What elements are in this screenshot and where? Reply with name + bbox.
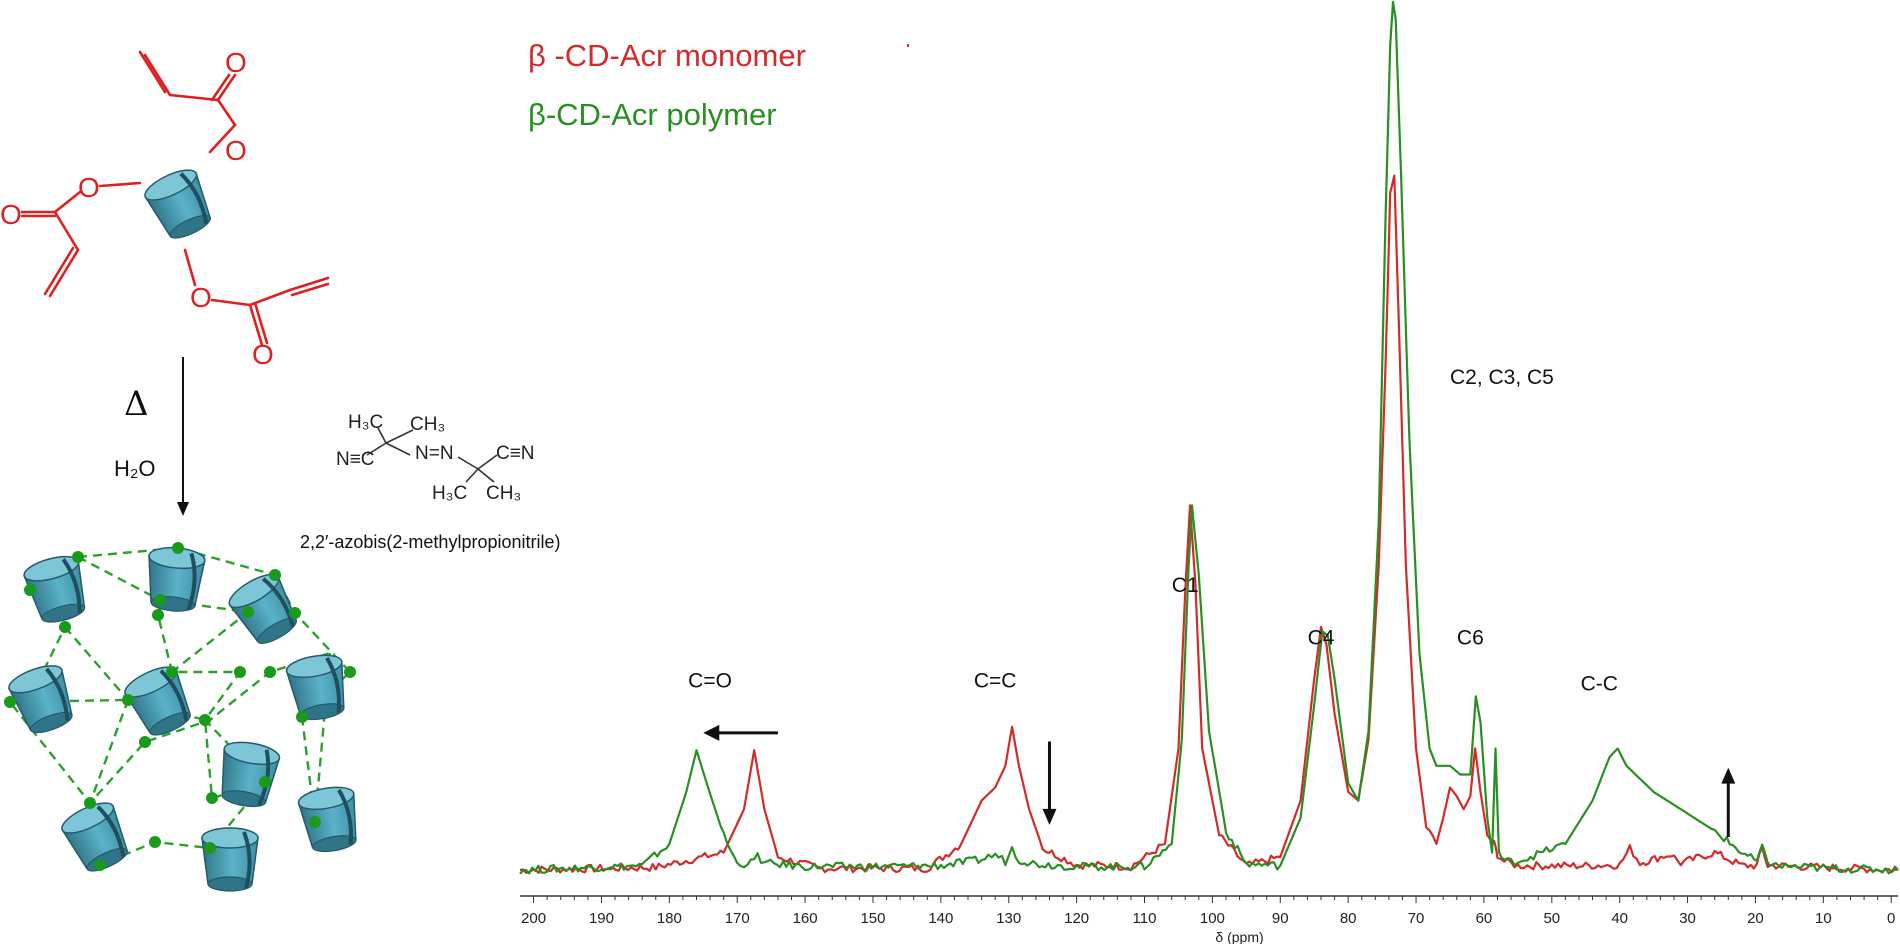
crosslink-node <box>4 696 16 708</box>
initiator-name: 2,2′-azobis(2-methylpropionitrile) <box>300 532 560 552</box>
x-tick-label: 150 <box>860 910 885 927</box>
crosslink-node <box>289 607 301 619</box>
x-tick-label: 70 <box>1408 910 1425 927</box>
crosslink-node <box>72 551 84 563</box>
x-tick-label: 90 <box>1272 910 1289 927</box>
peak-label: C6 <box>1457 626 1484 649</box>
peak-annotations: C=O C=C C1 C4 C2, C3, C5 C6 C-C <box>688 366 1618 695</box>
x-tick-label: 170 <box>725 910 750 927</box>
legend-entry: β-CD-Acr polymer <box>528 97 777 132</box>
polymer-network <box>3 542 365 893</box>
x-tick-label: 40 <box>1611 910 1628 927</box>
x-tick-label: 120 <box>1064 910 1089 927</box>
x-tick-label: 200 <box>521 910 546 927</box>
crosslink-node <box>264 666 276 678</box>
arrow-down-head <box>1042 808 1057 825</box>
monomer-structure <box>20 50 330 347</box>
x-tick-label: 190 <box>589 910 614 927</box>
crosslink-node <box>149 836 161 848</box>
series-line-polymer <box>519 0 1899 875</box>
crosslink-node <box>204 842 216 854</box>
oxygen-label: O <box>190 282 212 313</box>
x-axis: 200 190 180 170 160 150 140 130 120 110 100 90 80 70 6… <box>520 895 1898 944</box>
oxygen-label: O <box>252 339 274 370</box>
peak-label: C1 <box>1172 574 1199 597</box>
crosslink-node <box>242 606 254 618</box>
x-tick-label: 60 <box>1476 910 1493 927</box>
arrow-up-head <box>1721 767 1736 784</box>
peak-label: C4 <box>1308 626 1335 649</box>
nmr-spectrum-chart: 200 190 180 170 160 150 140 130 120 110 100 90 80 70 6… <box>519 0 1899 944</box>
cyclodextrin-icon <box>3 658 82 741</box>
crosslink-node <box>344 666 356 678</box>
oxygen-label: O <box>0 199 22 230</box>
initiator-methyl-br: CH₃ <box>486 483 521 504</box>
crosslink-node <box>166 666 178 678</box>
arrow-left-head <box>703 724 720 741</box>
x-tick-label: 100 <box>1200 910 1225 927</box>
x-axis-label: δ (ppm) <box>1215 929 1263 944</box>
x-tick-label: 110 <box>1133 910 1157 927</box>
crosslink-node <box>296 711 308 723</box>
cyclodextrin-icon <box>142 543 208 616</box>
crosslink-node <box>234 666 246 678</box>
x-tick-label: 140 <box>928 910 953 927</box>
cyclodextrin-icon <box>200 826 260 893</box>
oxygen-label: O <box>225 47 247 78</box>
x-tick-label: 180 <box>657 910 682 927</box>
x-tick-label: 0 <box>1887 910 1895 927</box>
spectrum-traces <box>519 0 1899 875</box>
reaction-arrow <box>177 357 189 516</box>
oxygen-labels: O O O O O O <box>0 47 274 370</box>
crosslink-node <box>259 776 271 788</box>
cyclodextrin-monomer-icon <box>139 162 221 247</box>
initiator-structure: H₃C CH₃ N≡C N=N C≡N H₃C CH₃ <box>336 412 535 504</box>
chart-legend: β -CD-Acr monomer β-CD-Acr polymer <box>528 38 909 132</box>
x-tick-label: 30 <box>1679 910 1696 927</box>
crosslink-node <box>206 792 218 804</box>
crosslink-node <box>122 694 134 706</box>
x-tick-label: 10 <box>1815 910 1832 927</box>
cyclodextrin-icon <box>294 781 365 858</box>
initiator-nitrile-left: N≡C <box>336 449 375 470</box>
solvent-label: H₂O <box>114 456 156 481</box>
legend-dot <box>907 44 909 47</box>
initiator-methyl-tl: H₃C <box>348 412 383 433</box>
crosslink-node <box>139 736 151 748</box>
crosslink-node <box>59 621 71 633</box>
initiator-methyl-bl: H₃C <box>432 483 467 504</box>
oxygen-label: O <box>78 172 100 203</box>
cyclodextrin-icon <box>213 736 284 813</box>
legend-entry: β -CD-Acr monomer <box>528 38 806 73</box>
x-tick-label: 130 <box>996 910 1021 927</box>
peak-label: C=O <box>688 670 732 693</box>
x-tick-label: 160 <box>793 910 818 927</box>
crosslink-node <box>84 797 96 809</box>
peak-label: C-C <box>1581 672 1618 695</box>
cyclodextrin-icon <box>282 649 353 726</box>
trend-arrows <box>703 724 1736 838</box>
crosslink-node <box>24 584 36 596</box>
x-tick-label: 50 <box>1543 910 1560 927</box>
heat-symbol: Δ <box>124 384 149 424</box>
initiator-azo: N=N <box>415 443 454 464</box>
crosslink-node <box>172 542 184 554</box>
peak-label: C2, C3, C5 <box>1450 366 1554 389</box>
oxygen-label: O <box>225 135 247 166</box>
peak-label: C=C <box>974 670 1017 693</box>
crosslink-node <box>154 594 166 606</box>
crosslink-node <box>309 816 321 828</box>
crosslink-node <box>269 569 281 581</box>
initiator-nitrile-right: C≡N <box>496 443 535 464</box>
crosslink-node <box>152 609 164 621</box>
initiator-methyl-tr: CH₃ <box>410 414 445 435</box>
series-line-monomer <box>519 174 1899 874</box>
x-tick-label: 80 <box>1340 910 1357 927</box>
crosslink-node <box>199 714 211 726</box>
crosslink-node <box>94 859 106 871</box>
x-tick-label: 20 <box>1747 910 1764 927</box>
